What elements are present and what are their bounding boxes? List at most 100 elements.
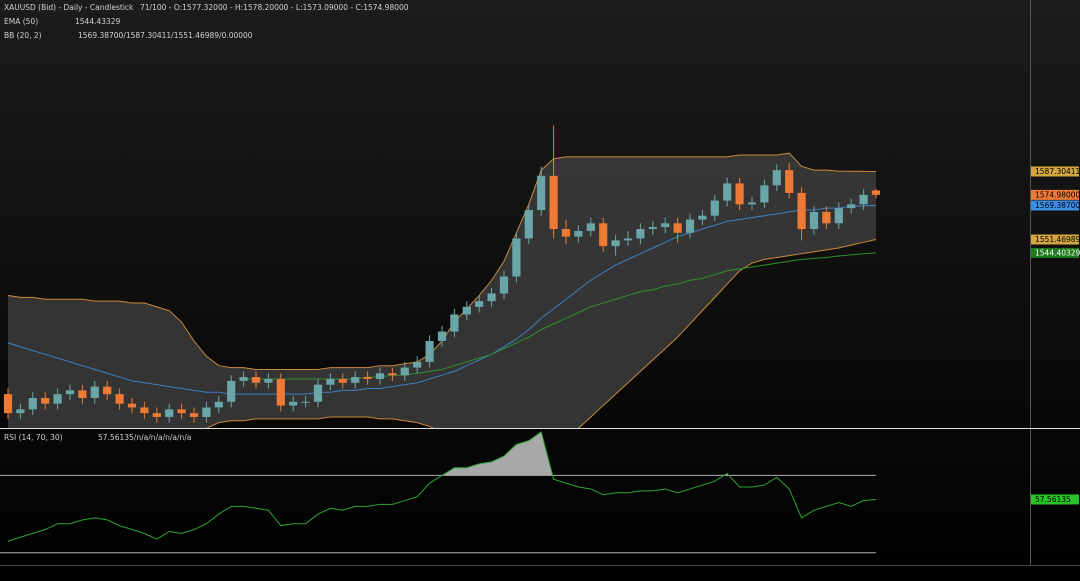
candle-body xyxy=(636,229,645,239)
candle-body xyxy=(685,219,695,233)
candle-body xyxy=(177,409,186,414)
rsi-readout: 57.56135/n/a/n/a/n/a/n/a xyxy=(98,433,191,442)
candle-body xyxy=(599,223,608,247)
candle-body xyxy=(549,175,558,230)
candle-body xyxy=(834,208,843,224)
candle-body xyxy=(772,170,781,186)
candle-body xyxy=(661,223,670,228)
candle-body xyxy=(3,394,13,414)
candle-body xyxy=(524,210,533,239)
candle-body xyxy=(871,190,881,195)
price-tag xyxy=(1031,166,1079,177)
candle-body xyxy=(673,223,682,233)
data-layer xyxy=(0,125,881,554)
price-tag xyxy=(1031,234,1079,245)
candle-body xyxy=(388,373,397,376)
rsi-title: RSI (14, 70, 30) xyxy=(4,433,63,442)
indicator-readout: 1569.38700/1587.30411/1551.46989/0.00000 xyxy=(78,31,253,40)
candle-body xyxy=(41,397,50,404)
candle-body xyxy=(375,373,385,379)
ohlc-readout: 71/100 - O:1577.32000 - H:1578.20000 - L… xyxy=(140,3,409,12)
candle-body xyxy=(400,367,409,376)
candle-body xyxy=(710,200,719,216)
candle-body xyxy=(264,378,273,383)
candle-body xyxy=(475,301,484,307)
candle-body xyxy=(623,238,633,241)
candle-body xyxy=(251,377,261,383)
candle-body xyxy=(165,409,174,417)
candle-body xyxy=(65,390,75,395)
candle-body xyxy=(574,230,583,237)
price-tag xyxy=(1031,247,1079,258)
candle-body xyxy=(276,378,285,406)
candle-body xyxy=(698,215,707,220)
candle-body xyxy=(413,361,422,368)
candle-body xyxy=(586,223,595,231)
candle-body xyxy=(202,407,211,417)
candle-body xyxy=(747,202,757,205)
candle-body xyxy=(425,341,434,362)
price-tag-label: 1551.46989 xyxy=(1035,235,1080,244)
price-tag-label: 1587.30411 xyxy=(1035,167,1080,176)
price-tag-label: 1544.40329 xyxy=(1035,248,1080,257)
candle-body xyxy=(28,397,37,410)
label-layer: XAUUSD (Bid) - Daily - Candlestick 71/10… xyxy=(4,3,1080,505)
candle-body xyxy=(227,380,236,402)
indicator-readout: 1544.43329 xyxy=(75,17,121,26)
candle-body xyxy=(648,227,657,230)
candle-body xyxy=(537,175,546,211)
candle-body xyxy=(797,192,806,230)
candle-body xyxy=(127,403,137,408)
candle-body xyxy=(760,185,769,203)
candle-body xyxy=(338,378,347,383)
candle-body xyxy=(611,240,620,247)
candle-body xyxy=(239,377,248,381)
candle-body xyxy=(53,394,62,404)
candle-body xyxy=(462,306,471,315)
candle-body xyxy=(363,377,372,379)
axis-layer xyxy=(0,0,1080,566)
rsi-line xyxy=(7,431,877,542)
candle-body xyxy=(115,394,124,404)
price-tag xyxy=(1031,494,1079,505)
overbought-fill xyxy=(442,431,729,476)
candle-body xyxy=(450,314,459,332)
candle-body xyxy=(140,407,149,414)
indicator-name: EMA (50) xyxy=(4,17,38,26)
candle-body xyxy=(847,204,856,209)
candle-body xyxy=(561,229,571,237)
candle-body xyxy=(326,378,335,385)
candle-body xyxy=(313,384,323,402)
candle-body xyxy=(214,401,223,408)
candle-body xyxy=(189,413,199,417)
indicator-line xyxy=(243,252,877,380)
candle-body xyxy=(289,401,298,406)
indicator-line xyxy=(7,204,877,395)
candle-body xyxy=(723,183,732,201)
candle-body xyxy=(90,386,99,398)
price-tag xyxy=(1031,200,1079,211)
candle-body xyxy=(735,183,744,205)
candle-body xyxy=(103,386,112,395)
chart-title: XAUUSD (Bid) - Daily - Candlestick xyxy=(4,3,134,12)
price-tag-label: 57.56135 xyxy=(1035,495,1071,504)
band-fill xyxy=(8,153,876,428)
candle-body xyxy=(301,401,310,403)
price-tag-label: 1574.98000 xyxy=(1035,190,1080,199)
candle-body xyxy=(512,238,521,277)
candle-body xyxy=(16,409,25,414)
indicator-name: BB (20, 2) xyxy=(4,31,42,40)
candle-body xyxy=(499,276,509,294)
indicator-line xyxy=(205,239,877,428)
candle-body xyxy=(809,211,819,230)
candle-body xyxy=(78,390,87,398)
candle-body xyxy=(859,194,868,205)
candle-body xyxy=(785,170,794,193)
candle-body xyxy=(437,331,447,342)
candle-body xyxy=(822,211,831,224)
price-tag-label: 1569.38700 xyxy=(1035,201,1080,210)
candle-body xyxy=(487,293,496,302)
candle-body xyxy=(351,377,360,383)
price-tag xyxy=(1031,189,1079,200)
